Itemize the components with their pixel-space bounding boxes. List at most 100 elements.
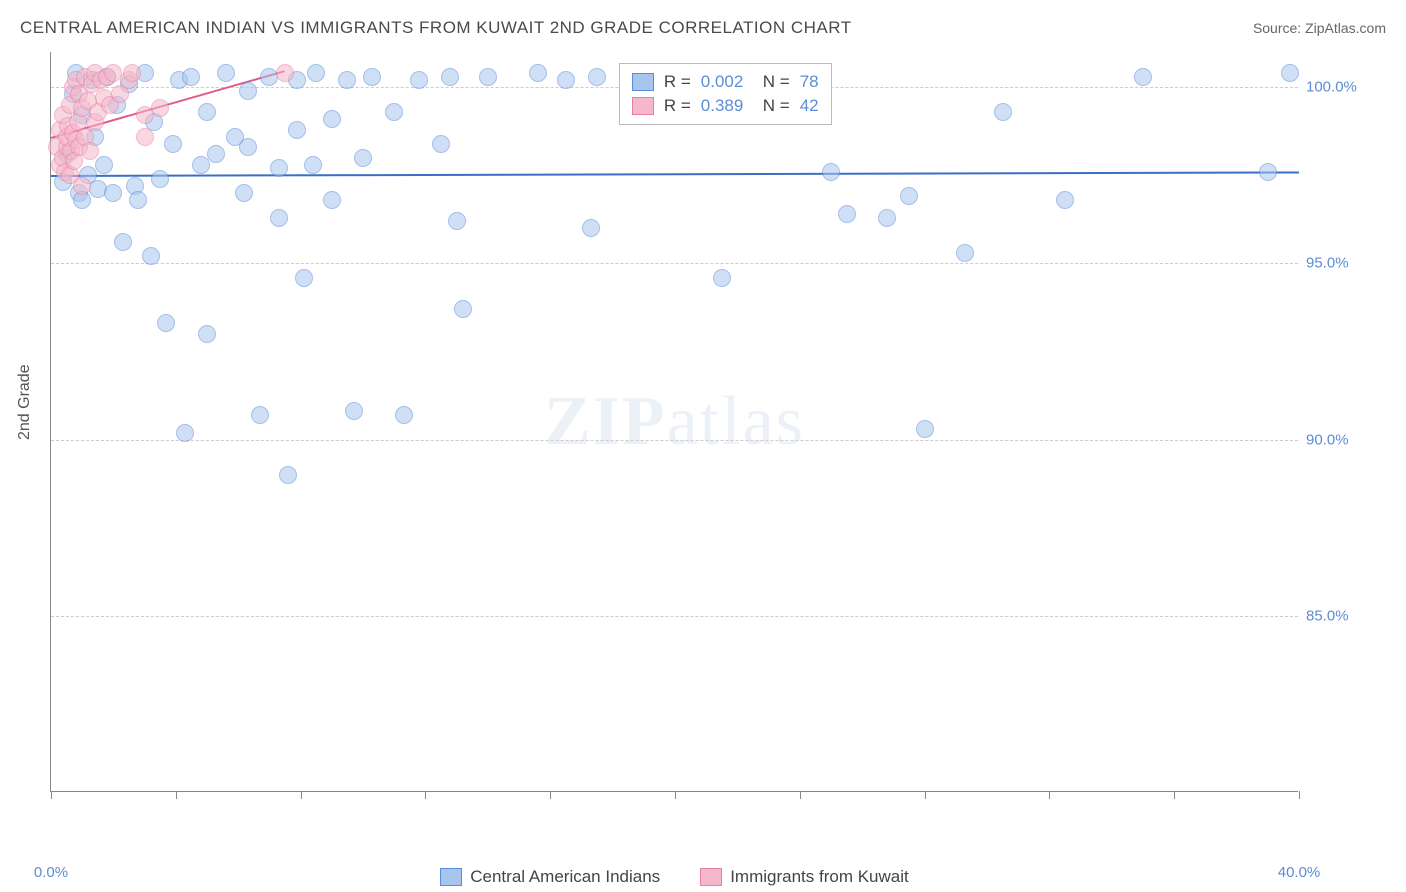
chart-container: ZIPatlas 85.0%90.0%95.0%100.0%0.0%40.0%R… [50,52,1390,812]
legend-label: Immigrants from Kuwait [730,867,909,887]
scatter-point-blue [239,82,257,100]
stats-row-blue: R = 0.002 N = 78 [632,70,819,94]
scatter-point-blue [1056,191,1074,209]
scatter-point-blue [395,406,413,424]
stats-n-value: 42 [800,96,819,116]
scatter-point-blue [217,64,235,82]
x-tick [176,791,177,799]
scatter-point-blue [95,156,113,174]
x-tick [550,791,551,799]
stats-r-value: 0.389 [701,96,744,116]
x-tick [1049,791,1050,799]
scatter-point-blue [900,187,918,205]
scatter-point-blue [304,156,322,174]
scatter-point-blue [354,149,372,167]
x-tick [51,791,52,799]
scatter-point-blue [288,121,306,139]
scatter-point-blue [1259,163,1277,181]
chart-source: Source: ZipAtlas.com [1253,20,1386,36]
scatter-point-blue [157,314,175,332]
y-tick-label: 90.0% [1306,431,1386,448]
x-tick [800,791,801,799]
scatter-point-blue [363,68,381,86]
stats-box: R = 0.002 N = 78R = 0.389 N = 42 [619,63,832,125]
x-tick [675,791,676,799]
y-axis-label: 2nd Grade [16,364,34,440]
scatter-point-pink [123,64,141,82]
stats-r-label: R = [664,96,691,116]
legend-label: Central American Indians [470,867,660,887]
scatter-point-blue [956,244,974,262]
scatter-point-blue [385,103,403,121]
legend-item-pink: Immigrants from Kuwait [700,867,909,887]
scatter-point-blue [295,269,313,287]
stats-n-value: 78 [800,72,819,92]
scatter-point-blue [114,233,132,251]
legend: Central American Indians Immigrants from … [51,867,1298,887]
x-tick [301,791,302,799]
legend-swatch-blue [440,868,462,886]
swatch-blue [632,73,654,91]
stats-r-value: 0.002 [701,72,744,92]
swatch-pink [632,97,654,115]
scatter-point-blue [454,300,472,318]
y-tick-label: 95.0% [1306,255,1386,272]
scatter-point-blue [307,64,325,82]
scatter-point-blue [410,71,428,89]
x-tick [425,791,426,799]
x-tick [925,791,926,799]
scatter-point-blue [529,64,547,82]
scatter-point-blue [345,402,363,420]
scatter-point-blue [1281,64,1299,82]
scatter-point-blue [198,103,216,121]
scatter-point-blue [448,212,466,230]
scatter-point-blue [582,219,600,237]
scatter-point-blue [838,205,856,223]
scatter-point-blue [822,163,840,181]
scatter-point-blue [878,209,896,227]
gridline [51,616,1298,617]
scatter-point-pink [73,177,91,195]
scatter-point-pink [151,99,169,117]
stats-row-pink: R = 0.389 N = 42 [632,94,819,118]
gridline [51,440,1298,441]
chart-title: CENTRAL AMERICAN INDIAN VS IMMIGRANTS FR… [20,18,852,38]
legend-item-blue: Central American Indians [440,867,660,887]
scatter-point-blue [182,68,200,86]
scatter-point-blue [270,209,288,227]
scatter-point-blue [239,138,257,156]
watermark: ZIPatlas [544,382,805,462]
scatter-point-blue [279,466,297,484]
x-tick [1299,791,1300,799]
scatter-point-pink [276,64,294,82]
x-tick [1174,791,1175,799]
scatter-point-blue [994,103,1012,121]
scatter-point-blue [151,170,169,188]
scatter-point-blue [1134,68,1152,86]
scatter-point-blue [176,424,194,442]
scatter-point-blue [104,184,122,202]
y-tick-label: 100.0% [1306,79,1386,96]
y-tick-label: 85.0% [1306,607,1386,624]
stats-n-label: N = [753,72,789,92]
scatter-point-blue [270,159,288,177]
scatter-point-pink [81,142,99,160]
scatter-point-blue [207,145,225,163]
scatter-point-blue [235,184,253,202]
scatter-point-blue [713,269,731,287]
scatter-point-blue [142,247,160,265]
scatter-point-pink [136,128,154,146]
scatter-point-blue [338,71,356,89]
scatter-point-blue [192,156,210,174]
scatter-point-blue [916,420,934,438]
stats-r-label: R = [664,72,691,92]
scatter-point-blue [588,68,606,86]
scatter-point-blue [441,68,459,86]
plot-area: ZIPatlas 85.0%90.0%95.0%100.0%0.0%40.0%R… [50,52,1298,792]
scatter-point-blue [323,110,341,128]
gridline [51,263,1298,264]
scatter-point-blue [323,191,341,209]
stats-n-label: N = [753,96,789,116]
trend-line-blue [51,172,1299,178]
scatter-point-blue [129,191,147,209]
